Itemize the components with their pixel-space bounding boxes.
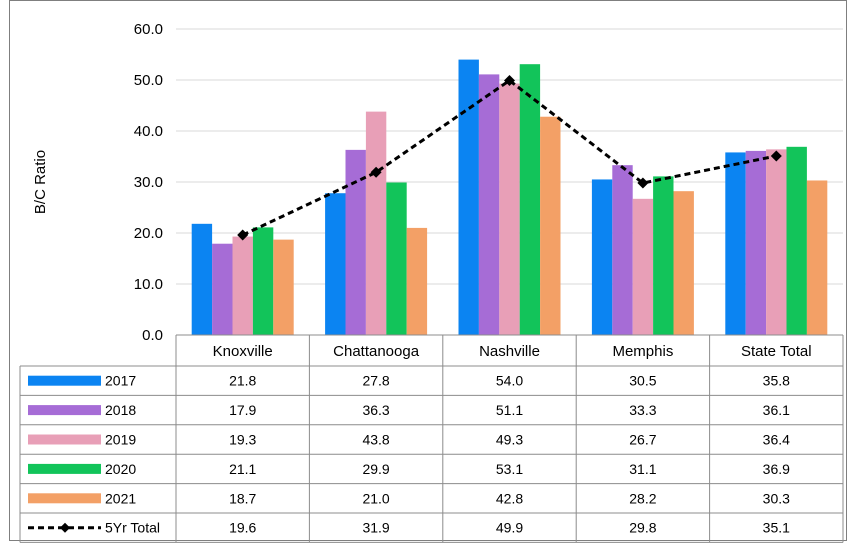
bar-2021-knoxville — [273, 239, 294, 335]
legend-entry-label: 2019 — [105, 432, 136, 448]
bar-2017-chattanooga — [325, 193, 346, 335]
y-axis-title: B/C Ratio — [32, 150, 49, 214]
table-cell-value: 42.8 — [496, 490, 523, 506]
legend-entry-label: 5Yr Total — [105, 520, 160, 536]
table-cell-value: 36.9 — [763, 461, 790, 477]
table-cell-value: 28.2 — [629, 490, 656, 506]
x-category-label: Nashville — [479, 343, 540, 360]
x-category-label: Chattanooga — [333, 343, 420, 360]
bar-2017-knoxville — [191, 223, 213, 335]
table-cell-value: 49.9 — [496, 520, 523, 536]
x-category-label: Memphis — [612, 343, 673, 360]
bar-2019-memphis — [632, 198, 654, 335]
table-cell-value: 31.1 — [629, 461, 656, 477]
table-cell-value: 21.8 — [229, 373, 256, 389]
legend-entry-label: 2017 — [105, 373, 136, 389]
table-cell-value: 54.0 — [496, 373, 523, 389]
bar-2018-memphis — [612, 165, 633, 335]
bar-2017-memphis — [591, 179, 613, 335]
table-cell-value: 43.8 — [362, 432, 389, 448]
table-cell-value: 17.9 — [229, 402, 256, 418]
table-cell-value: 49.3 — [496, 432, 523, 448]
y-tick-label: 0.0 — [142, 327, 163, 344]
bar-2020-state-total — [786, 146, 807, 335]
five-year-total-marker — [637, 177, 649, 189]
table-cell-value: 36.1 — [763, 402, 790, 418]
five-year-total-marker — [770, 150, 782, 162]
table-cell-value: 29.9 — [362, 461, 389, 477]
chart-frame — [9, 0, 847, 541]
table-cell-value: 36.4 — [763, 432, 790, 448]
legend-key-swatch — [28, 434, 101, 445]
bar-2020-knoxville — [252, 227, 274, 335]
table-cell-value: 53.1 — [496, 461, 523, 477]
bar-2018-knoxville — [212, 243, 233, 335]
five-year-total-marker — [237, 229, 249, 241]
bar-2019-chattanooga — [365, 111, 387, 336]
legend-key-diamond — [60, 522, 70, 533]
bar-2021-state-total — [806, 180, 828, 335]
bar-2020-memphis — [653, 176, 674, 335]
table-cell-value: 26.7 — [629, 432, 656, 448]
table-cell-value: 29.8 — [629, 520, 656, 536]
legend-entry-label: 2018 — [105, 402, 136, 418]
table-cell-value: 36.3 — [362, 402, 389, 418]
bar-2019-state-total — [766, 149, 787, 335]
table-cell-value: 35.1 — [763, 520, 790, 536]
table-cell-value: 18.7 — [229, 490, 256, 506]
bar-2021-chattanooga — [406, 227, 428, 335]
legend-entry-label: 2021 — [105, 490, 136, 506]
y-tick-label: 30.0 — [134, 174, 163, 191]
table-cell-value: 30.3 — [763, 490, 790, 506]
table-cell-value: 19.6 — [229, 520, 256, 536]
five-year-total-marker — [504, 75, 515, 87]
x-category-label: Knoxville — [213, 343, 273, 360]
y-tick-label: 40.0 — [134, 123, 163, 140]
table-cell-value: 33.3 — [629, 402, 656, 418]
bar-2021-nashville — [540, 116, 561, 335]
bar-2018-chattanooga — [345, 149, 366, 335]
bar-2019-nashville — [499, 83, 520, 335]
table-cell-value: 21.1 — [229, 461, 256, 477]
bar-2020-nashville — [519, 64, 541, 335]
legend-key-swatch — [28, 463, 101, 474]
x-category-label: State Total — [741, 343, 812, 360]
legend-key-swatch — [28, 493, 101, 504]
table-cell-value: 19.3 — [229, 432, 256, 448]
table-cell-value: 51.1 — [496, 402, 523, 418]
table-cell-value: 31.9 — [362, 520, 389, 536]
y-tick-label: 50.0 — [134, 72, 163, 89]
table-cell-value: 30.5 — [629, 373, 656, 389]
y-tick-label: 20.0 — [134, 225, 163, 242]
bar-2020-chattanooga — [386, 182, 407, 335]
legend-entry-label: 2020 — [105, 461, 136, 477]
table-cell-value: 35.8 — [763, 373, 790, 389]
bar-2018-state-total — [745, 150, 767, 335]
bar-2018-nashville — [478, 74, 500, 335]
table-cell-value: 27.8 — [362, 373, 389, 389]
table-cell-value: 21.0 — [362, 490, 389, 506]
bar-2017-state-total — [725, 152, 746, 335]
legend-key-swatch — [28, 405, 101, 416]
y-tick-label: 10.0 — [134, 276, 163, 293]
legend-key-swatch — [28, 375, 101, 386]
five-year-total-line — [242, 78, 777, 237]
bar-2019-knoxville — [232, 236, 253, 335]
five-year-total-marker — [370, 166, 382, 178]
bar-2017-nashville — [458, 59, 479, 335]
y-tick-label: 60.0 — [134, 21, 163, 38]
bar-2021-memphis — [673, 191, 694, 335]
